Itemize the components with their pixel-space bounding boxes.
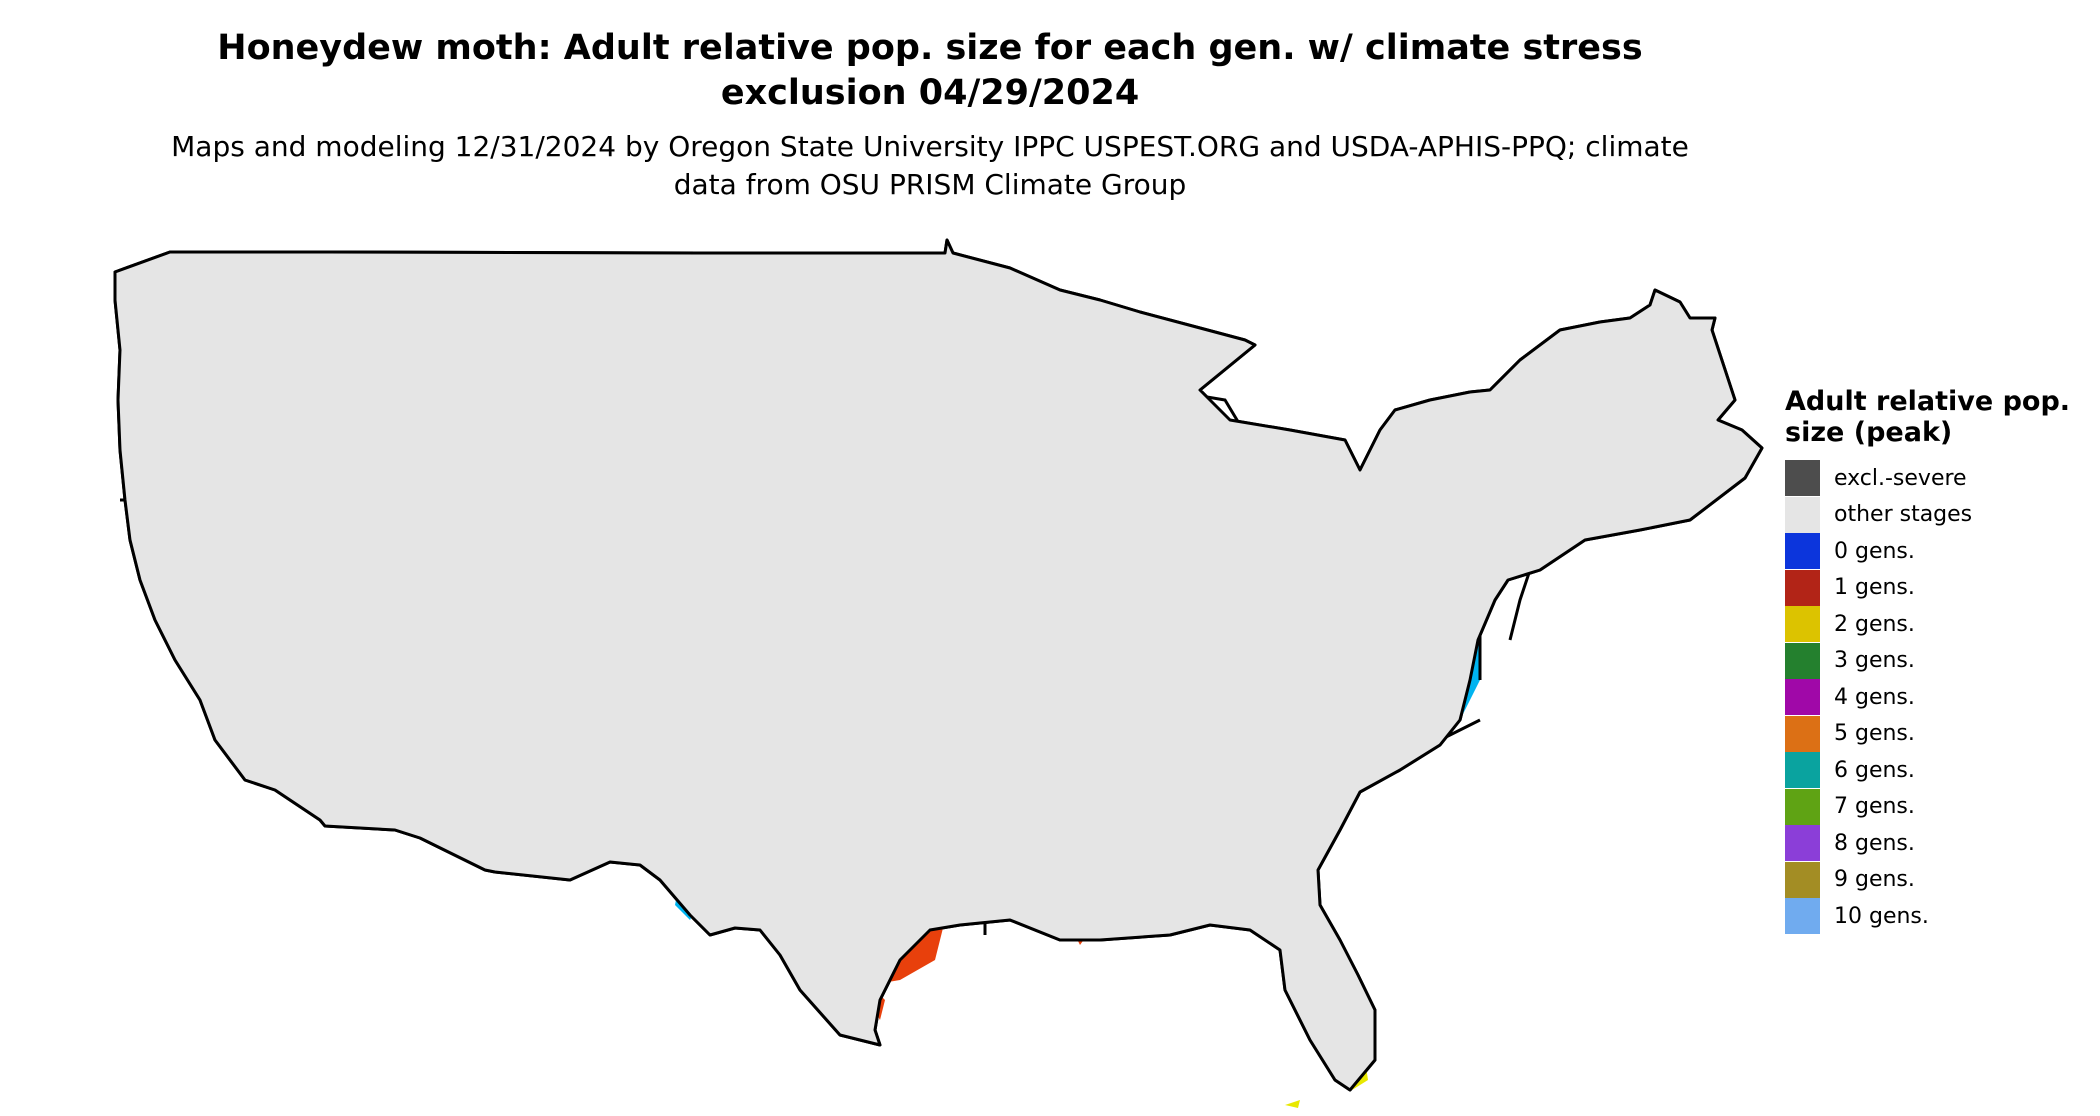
- legend-item: 0 gens.: [1785, 533, 2085, 570]
- legend-item: 4 gens.: [1785, 679, 2085, 716]
- legend-swatch: [1785, 715, 1820, 752]
- legend-swatch: [1785, 861, 1820, 898]
- legend-swatch: [1785, 533, 1820, 570]
- legend-swatch: [1785, 496, 1820, 533]
- legend-item: 7 gens.: [1785, 788, 2085, 826]
- legend-swatch: [1785, 679, 1820, 716]
- legend: Adult relative pop. size (peak) excl.-se…: [1785, 386, 2085, 935]
- legend-label: 4 gens.: [1834, 684, 1915, 710]
- legend-item: 6 gens.: [1785, 752, 2085, 789]
- legend-item: 9 gens.: [1785, 861, 2085, 899]
- legend-swatch: [1785, 825, 1820, 862]
- legend-label: 2 gens.: [1834, 611, 1915, 637]
- legend-label: 6 gens.: [1834, 757, 1915, 783]
- legend-label: 0 gens.: [1834, 538, 1915, 564]
- legend-label: 9 gens.: [1834, 867, 1915, 893]
- legend-label: other stages: [1834, 502, 1973, 528]
- legend-item: 2 gens.: [1785, 606, 2085, 643]
- legend-item: 1 gens.: [1785, 569, 2085, 607]
- legend-item: excl.-severe: [1785, 460, 2085, 497]
- legend-item: other stages: [1785, 496, 2085, 534]
- legend-item: 8 gens.: [1785, 825, 2085, 862]
- map-title: Honeydew moth: Adult relative pop. size …: [217, 28, 1643, 113]
- legend-label: 8 gens.: [1834, 830, 1915, 856]
- legend-swatch: [1785, 569, 1820, 606]
- legend-swatch: [1785, 788, 1820, 825]
- legend-label: excl.-severe: [1834, 465, 1967, 491]
- legend-label: 3 gens.: [1834, 648, 1915, 674]
- legend-item: 3 gens.: [1785, 642, 2085, 680]
- legend-item: 5 gens.: [1785, 715, 2085, 753]
- legend-label: 5 gens.: [1834, 721, 1915, 747]
- legend-label: 7 gens.: [1834, 794, 1915, 820]
- legend-swatch: [1785, 606, 1820, 643]
- legend-swatch: [1785, 752, 1820, 789]
- legend-items: excl.-severe other stages 0 gens. 1 gens. 2 …: [1785, 460, 2085, 935]
- legend-title: Adult relative pop. size (peak): [1785, 386, 2071, 448]
- legend-item: 10 gens.: [1785, 898, 2085, 935]
- legend-label: 10 gens.: [1834, 903, 1929, 929]
- legend-swatch: [1785, 642, 1820, 679]
- map-subtitle: Maps and modeling 12/31/2024 by Oregon S…: [171, 130, 1689, 201]
- legend-label: 1 gens.: [1834, 575, 1915, 601]
- legend-swatch: [1785, 460, 1820, 497]
- us-map: [113, 238, 1764, 1108]
- legend-swatch: [1785, 898, 1820, 935]
